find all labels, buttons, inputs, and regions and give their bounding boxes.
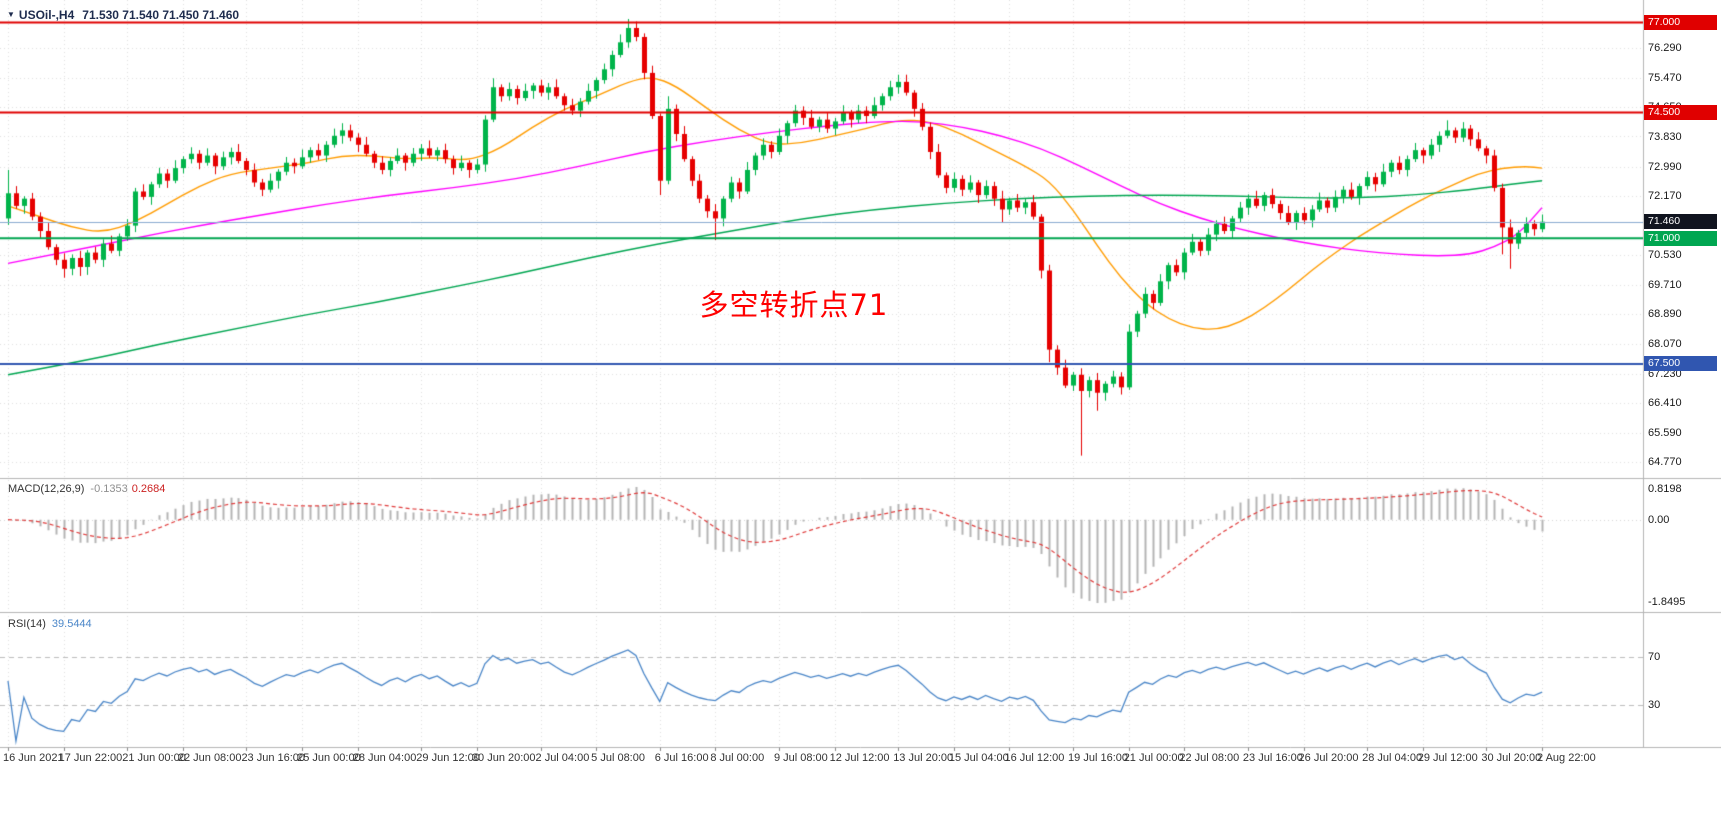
mt4-chart-window: ▼ USOil-,H4 71.530 71.540 71.450 71.460 MA… — [0, 0, 1721, 838]
price-chart-canvas[interactable] — [0, 0, 1721, 838]
